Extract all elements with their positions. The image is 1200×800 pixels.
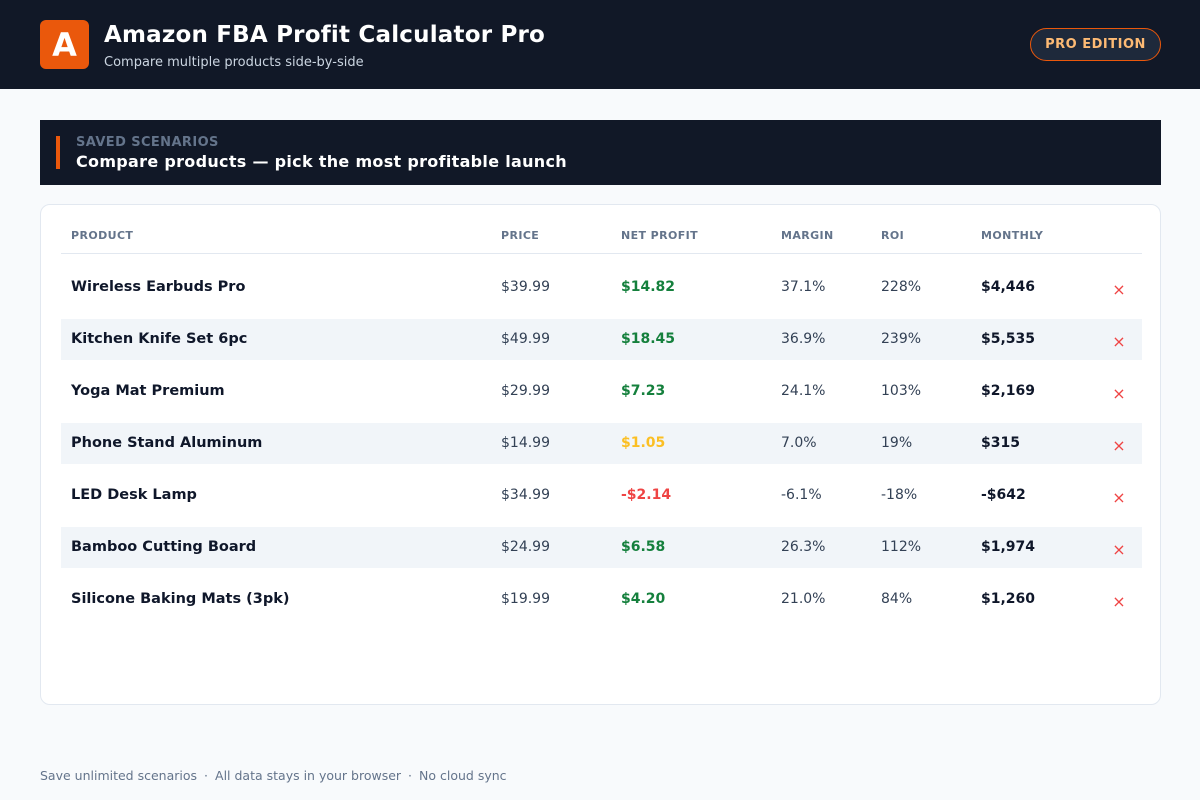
remove-scenario-button[interactable]: × [1109, 539, 1129, 559]
net-profit-value: $6.58 [621, 539, 666, 555]
app-header: A Amazon FBA Profit Calculator Pro Compa… [0, 0, 1200, 89]
margin-value: -6.1% [781, 487, 822, 503]
footer-item: Save unlimited scenarios [40, 768, 198, 783]
remove-scenario-button[interactable]: × [1109, 591, 1129, 611]
price-value: $39.99 [501, 279, 550, 295]
footer-item: No cloud sync [419, 768, 507, 783]
close-icon: × [1112, 435, 1126, 455]
net-profit-value: -$2.14 [621, 487, 672, 503]
roi-value: 228% [881, 279, 922, 295]
table-row: LED Desk Lamp $34.99 -$2.14 -6.1% -18% -$642 × [61, 475, 1142, 516]
net-profit-value: $4.20 [621, 591, 666, 607]
table-row: Bamboo Cutting Board $24.99 $6.58 26.3% 112%… [61, 527, 1142, 568]
net-profit-value: $18.45 [621, 331, 676, 347]
app-title: Amazon FBA Profit Calculator Pro [104, 22, 546, 48]
monthly-profit-value: $1,260 [981, 591, 1036, 607]
comparison-card: PRODUCT PRICE NET PROFIT MARGIN ROI MONT… [40, 204, 1161, 705]
price-value: $14.99 [501, 435, 550, 451]
banner-kicker: SAVED SCENARIOS [76, 135, 219, 150]
margin-value: 37.1% [781, 279, 826, 295]
close-icon: × [1112, 279, 1126, 299]
price-value: $19.99 [501, 591, 550, 607]
monthly-profit-value: $5,535 [981, 331, 1036, 347]
column-header-net-profit: NET PROFIT [621, 229, 699, 242]
product-name: Kitchen Knife Set 6pc [71, 331, 248, 347]
net-profit-value: $1.05 [621, 435, 666, 451]
banner-accent-bar [56, 136, 60, 169]
margin-value: 21.0% [781, 591, 826, 607]
price-value: $49.99 [501, 331, 550, 347]
monthly-profit-value: $315 [981, 435, 1020, 451]
monthly-profit-value: -$642 [981, 487, 1026, 503]
remove-scenario-button[interactable]: × [1109, 435, 1129, 455]
logo-letter: A [52, 25, 77, 64]
table-row: Yoga Mat Premium $29.99 $7.23 24.1% 103% $2,1… [61, 371, 1142, 412]
close-icon: × [1112, 487, 1126, 507]
net-profit-value: $7.23 [621, 383, 666, 399]
footer-separator: · [408, 768, 413, 783]
margin-value: 7.0% [781, 435, 817, 451]
remove-scenario-button[interactable]: × [1109, 279, 1129, 299]
app-logo: A [40, 20, 89, 69]
remove-scenario-button[interactable]: × [1109, 331, 1129, 351]
section-banner: SAVED SCENARIOS Compare products — pick … [40, 120, 1161, 185]
product-name: Phone Stand Aluminum [71, 435, 263, 451]
net-profit-value: $14.82 [621, 279, 676, 295]
roi-value: 239% [881, 331, 922, 347]
product-name: LED Desk Lamp [71, 487, 197, 503]
app-subtitle: Compare multiple products side-by-side [104, 55, 364, 70]
table-row: Wireless Earbuds Pro $39.99 $14.82 37.1% 228… [61, 267, 1142, 308]
column-header-product: PRODUCT [71, 229, 134, 242]
product-name: Silicone Baking Mats (3pk) [71, 591, 290, 607]
table-header: PRODUCT PRICE NET PROFIT MARGIN ROI MONT… [61, 223, 1142, 254]
column-header-roi: ROI [881, 229, 905, 242]
product-name: Yoga Mat Premium [71, 383, 225, 399]
banner-title: Compare products — pick the most profita… [76, 152, 567, 171]
product-name: Bamboo Cutting Board [71, 539, 257, 555]
column-header-price: PRICE [501, 229, 540, 242]
roi-value: 103% [881, 383, 922, 399]
column-header-margin: MARGIN [781, 229, 834, 242]
margin-value: 24.1% [781, 383, 826, 399]
close-icon: × [1112, 383, 1126, 403]
price-value: $24.99 [501, 539, 550, 555]
roi-value: -18% [881, 487, 918, 503]
close-icon: × [1112, 331, 1126, 351]
close-icon: × [1112, 539, 1126, 559]
close-icon: × [1112, 591, 1126, 611]
remove-scenario-button[interactable]: × [1109, 487, 1129, 507]
roi-value: 19% [881, 435, 913, 451]
product-name: Wireless Earbuds Pro [71, 279, 246, 295]
margin-value: 26.3% [781, 539, 826, 555]
roi-value: 112% [881, 539, 922, 555]
table-row: Phone Stand Aluminum $14.99 $1.05 7.0% 19% $3… [61, 423, 1142, 464]
remove-scenario-button[interactable]: × [1109, 383, 1129, 403]
table-row: Silicone Baking Mats (3pk) $19.99 $4.20 21.… [61, 579, 1142, 620]
monthly-profit-value: $1,974 [981, 539, 1036, 555]
pro-edition-badge: PRO EDITION [1030, 28, 1161, 61]
price-value: $29.99 [501, 383, 550, 399]
footer-note: Save unlimited scenarios · All data stays … [40, 768, 507, 783]
footer-item: All data stays in your browser [215, 768, 402, 783]
price-value: $34.99 [501, 487, 550, 503]
monthly-profit-value: $4,446 [981, 279, 1036, 295]
footer-separator: · [204, 768, 209, 783]
roi-value: 84% [881, 591, 913, 607]
table-row: Kitchen Knife Set 6pc $49.99 $18.45 36.9% 23… [61, 319, 1142, 360]
column-header-monthly: MONTHLY [981, 229, 1044, 242]
monthly-profit-value: $2,169 [981, 383, 1036, 399]
margin-value: 36.9% [781, 331, 826, 347]
